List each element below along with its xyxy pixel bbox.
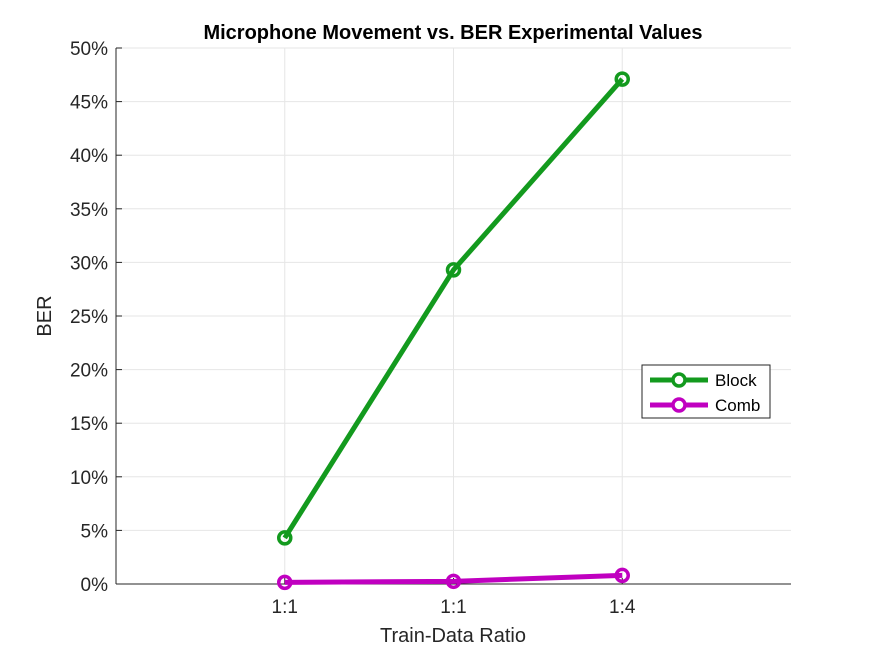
y-tick-label: 25% <box>70 307 108 328</box>
legend-marker <box>671 397 687 413</box>
y-tick-label: 20% <box>70 361 108 382</box>
data-point <box>445 573 462 590</box>
y-tick-label: 40% <box>70 146 108 167</box>
data-point <box>277 574 293 591</box>
y-tick-label: 10% <box>70 468 108 489</box>
y-tick-label: 50% <box>70 39 108 60</box>
y-tick-label: 15% <box>70 414 108 435</box>
axes: 0% 5% 10% 15% 20% 25% 30% 35% 40% 45% 50% 1:1 1:1 1:4 <box>70 39 791 618</box>
x-axis-label: Train-Data Ratio <box>380 625 526 647</box>
series-line-block <box>282 77 625 540</box>
series-line-comb <box>284 572 623 585</box>
legend-label: Comb <box>715 396 760 415</box>
chart-title: Microphone Movement vs. BER Experimental… <box>203 22 702 44</box>
series-lines <box>277 71 630 591</box>
data-point <box>614 71 630 87</box>
data-point <box>614 567 630 584</box>
x-tick-label: 1:4 <box>609 597 636 618</box>
y-tick-label: 30% <box>70 253 108 274</box>
data-point <box>445 262 462 278</box>
x-tick-label: 1:1 <box>440 597 466 618</box>
data-point <box>277 530 293 546</box>
legend: Block Comb <box>641 364 771 419</box>
y-tick-label: 5% <box>81 521 109 542</box>
y-tick-label: 35% <box>70 200 108 221</box>
y-tick-label: 0% <box>81 575 109 596</box>
legend-marker <box>671 372 687 388</box>
legend-box <box>641 364 771 419</box>
legend-label: Block <box>715 371 757 390</box>
grid-lines <box>116 47 791 584</box>
y-axis-label: BER <box>34 295 56 336</box>
x-tick-label: 1:1 <box>272 597 298 618</box>
y-tick-label: 45% <box>70 93 108 114</box>
